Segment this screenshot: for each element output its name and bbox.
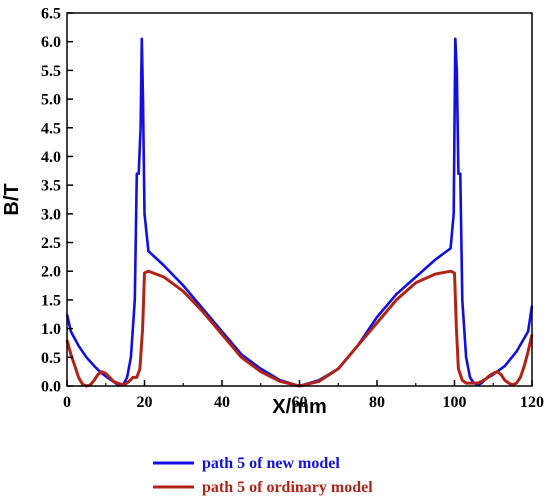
x-tick-label: 80	[369, 394, 385, 411]
x-tick-label: 60	[292, 394, 308, 411]
y-tick-label: 0.5	[41, 350, 61, 367]
y-tick-label: 1.5	[41, 292, 61, 309]
x-tick-label: 20	[137, 394, 153, 411]
y-tick-label: 4.5	[41, 120, 61, 137]
series-line-1	[65, 37, 534, 388]
y-tick-label: 0.0	[41, 379, 61, 396]
y-tick-label: 4.0	[41, 149, 61, 166]
y-tick-label: 5.0	[41, 92, 61, 109]
y-tick-label: 1.0	[41, 321, 61, 338]
series-layer	[65, 37, 534, 388]
x-tick-label: 0	[63, 394, 71, 411]
legend-label-2: path 5 of ordinary model	[202, 479, 373, 496]
x-tick-label: 40	[214, 394, 230, 411]
y-tick-label: 6.5	[41, 6, 61, 23]
x-tick-label: 100	[443, 394, 467, 411]
y-tick-label: 2.5	[41, 235, 61, 252]
legend: path 5 of new model path 5 of ordinary mo…	[153, 455, 373, 496]
y-tick-label: 5.5	[41, 63, 61, 80]
y-axis-title: B/T	[1, 183, 23, 215]
x-axis-title: X/mm	[272, 396, 326, 418]
y-tick-label: 3.5	[41, 178, 61, 195]
y-tick-label: 3.0	[41, 206, 61, 223]
y-tick-label: 6.0	[41, 34, 61, 51]
x-tick-label: 120	[520, 394, 544, 411]
tick-layer: 0 20 40 60 80 100 120 0.0 0.5 1.0 1.5 2.0 2.5 3.0 3.5 4…	[41, 6, 544, 412]
legend-label-1: path 5 of new model	[202, 455, 340, 472]
y-tick-label: 2.0	[41, 264, 61, 281]
